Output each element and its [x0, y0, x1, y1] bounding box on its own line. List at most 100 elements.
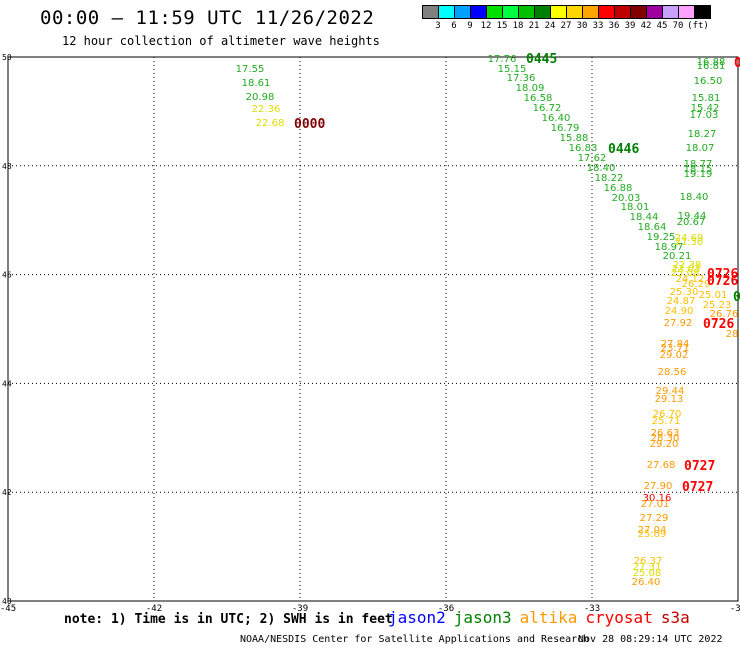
wave-height-label: 28.30	[651, 433, 680, 444]
pass-time-label: 0727	[682, 480, 713, 495]
map-frame	[7, 56, 739, 602]
wave-height-label: 22.36	[252, 104, 281, 115]
pass-time-label: 0	[734, 56, 740, 71]
scale-label: 30	[576, 21, 588, 31]
scale-label: 6	[451, 21, 457, 31]
wave-height-label: 20.67	[677, 217, 706, 228]
satellite-legend-cryosat: cryosat	[585, 608, 653, 627]
wave-height-label: 25.01	[699, 290, 728, 301]
wave-height-label: 27.29	[640, 513, 669, 524]
scale-unit: (ft)	[687, 21, 709, 31]
wave-height-label: 27.04	[638, 525, 667, 536]
wave-height-label: 18.61	[242, 78, 271, 89]
wave-height-label: 23.03	[672, 264, 701, 275]
wave-height-label: 25.09	[638, 529, 667, 540]
wave-height-label: 18.15	[684, 164, 713, 175]
wave-height-label: 16.81	[697, 61, 726, 72]
wave-height-label: 26.40	[632, 577, 661, 588]
wave-height-label: 18.97	[655, 242, 684, 253]
wave-height-label: 29.13	[655, 394, 684, 405]
wave-height-label: 27.90	[644, 481, 673, 492]
wave-height-label: 30.16	[643, 493, 672, 504]
wave-height-label: 18.44	[630, 212, 659, 223]
wave-height-label: 17.76	[488, 54, 517, 65]
wave-height-label: 19.44	[678, 211, 707, 222]
wave-height-label: 25.08	[671, 268, 700, 279]
scale-swatch	[694, 5, 711, 19]
satellite-legend-jason2: jason2	[388, 608, 446, 627]
lat-tick-label: 50	[2, 53, 12, 62]
pass-time-label: 0727	[684, 459, 715, 474]
scale-label: 18	[512, 21, 524, 31]
wave-height-label: 23.71	[661, 343, 690, 354]
lon-tick-label: -42	[146, 604, 162, 614]
lon-tick-label: -36	[438, 604, 454, 614]
wave-height-label: 16.79	[551, 123, 580, 134]
scale-label: 36	[608, 21, 620, 31]
pass-time-label: 0726	[703, 317, 734, 332]
wave-height-label: 27.31	[633, 562, 662, 573]
wave-height-label: 26.29	[682, 279, 711, 290]
wave-height-label: 20.21	[663, 251, 692, 262]
lon-tick-label: -39	[292, 604, 308, 614]
units-note: note: 1) Time is in UTC; 2) SWH is in fe…	[64, 612, 393, 627]
lon-tick-label: -33	[584, 604, 600, 614]
wave-height-label: 16.72	[533, 103, 562, 114]
scale-label: 12	[480, 21, 492, 31]
scale-label: 42	[640, 21, 652, 31]
wave-height-label: 21.30	[675, 237, 704, 248]
wave-height-label: 15.81	[692, 93, 721, 104]
pass-time-label: 0	[733, 290, 740, 305]
wave-height-label: 22.68	[256, 118, 285, 129]
wave-height-label: 27.68	[647, 460, 676, 471]
wave-height-label: 18.27	[688, 129, 717, 140]
wave-height-label: 20.03	[612, 193, 641, 204]
scale-label: 39	[624, 21, 636, 31]
scale-label: 3	[435, 21, 441, 31]
color-scale	[422, 5, 711, 19]
wave-height-label: 29.02	[660, 350, 689, 361]
wave-height-label: 17.36	[507, 73, 536, 84]
satellite-legend: jason2 jason3 altika cryosat s3a	[388, 608, 698, 627]
lat-tick-label: 46	[2, 271, 12, 280]
scale-label: 24	[544, 21, 556, 31]
wave-height-label: 25.71	[652, 416, 681, 427]
wave-height-label: 28.56	[658, 367, 687, 378]
scale-label: 70	[672, 21, 684, 31]
wave-height-label: 25.23	[703, 300, 732, 311]
wave-height-label: 19.25	[647, 232, 676, 243]
wave-height-label: 15.88	[560, 133, 589, 144]
scale-label: 27	[560, 21, 572, 31]
pass-time-label: 0726	[707, 267, 738, 282]
pass-time-label: 0000	[294, 117, 325, 132]
wave-height-label: 17.03	[690, 110, 719, 121]
page-subtitle: 12 hour collection of altimeter wave hei…	[62, 34, 380, 48]
wave-height-label: 26.37	[634, 556, 663, 567]
credit-line: NOAA/NESDIS Center for Satellite Applica…	[240, 634, 590, 645]
wave-height-label: 26.70	[653, 409, 682, 420]
lat-tick-label: 42	[2, 488, 12, 497]
lat-tick-label: 44	[2, 379, 12, 388]
generated-timestamp: Nov 28 08:29:14 UTC 2022	[578, 634, 723, 645]
scale-label: 45	[656, 21, 668, 31]
scale-label: 15	[496, 21, 508, 31]
wave-height-label: 29.20	[650, 439, 679, 450]
wave-height-label: 24.87	[667, 296, 696, 307]
lon-tick-label: -30	[730, 604, 740, 614]
wave-height-label: 25.30	[670, 287, 699, 298]
wave-height-label: 25.08	[633, 568, 662, 579]
satellite-legend-jason3: jason3	[453, 608, 512, 627]
color-scale-labels: 3 6 9 12 15 18 21 24 27 30 33 36 39 42 45 70 (ft)	[422, 21, 740, 33]
lat-tick-label: 40	[2, 597, 12, 606]
wave-height-label: 27.84	[661, 339, 690, 350]
wave-height-label: 17.55	[236, 64, 265, 75]
page-title: 00:00 — 11:59 UTC 11/26/2022	[40, 7, 375, 29]
wave-height-label: 28	[726, 329, 739, 340]
wave-height-label: 18.40	[587, 163, 616, 174]
wave-height-label: 18.64	[638, 222, 667, 233]
wave-height-label: 24.90	[665, 306, 694, 317]
satellite-legend-altika: altika	[519, 608, 578, 627]
wave-height-label: 26.63	[651, 428, 680, 439]
